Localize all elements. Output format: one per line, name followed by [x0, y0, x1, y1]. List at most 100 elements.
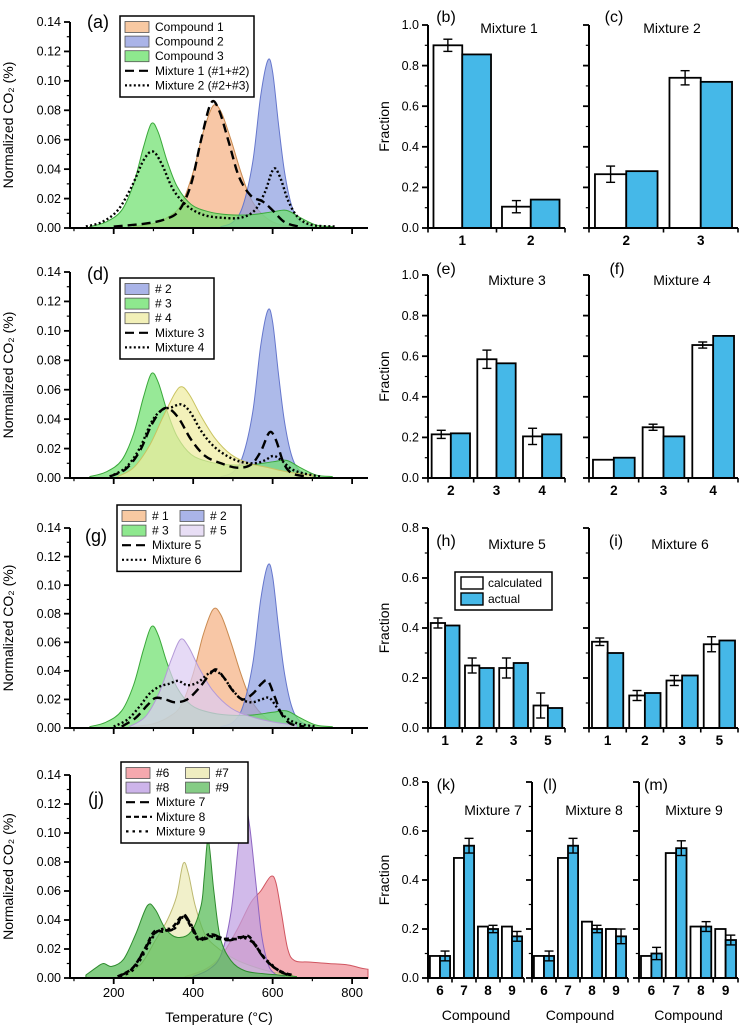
mixture-line-Mixture112	[113, 99, 299, 228]
y-tick-label: 0.08	[37, 855, 61, 869]
x-category-label: 5	[716, 733, 724, 748]
panel-title: Mixture 1	[480, 20, 538, 36]
y-tick-label: 0.04	[37, 913, 61, 927]
mixture-line-Mixture3	[109, 406, 309, 478]
legend-swatch	[125, 767, 151, 779]
panel-letter: (c)	[605, 9, 624, 26]
bar-actual-3	[699, 80, 733, 229]
bar-actual-7	[675, 847, 688, 979]
legend-swatch	[124, 312, 150, 325]
bar-calculated-2	[464, 664, 481, 729]
x-category-label: 3	[493, 483, 501, 498]
y-tick-label: 0.6	[402, 824, 419, 838]
panel-g: 0.00 0.02 0.04 0.06 0.08 0.10 0.12 0.14 Normaliz…	[0, 504, 368, 735]
y-tick-label: 0.8	[402, 59, 419, 73]
panel-letter: (l)	[543, 777, 557, 794]
panel-a-area-chart: 0.00 0.02 0.04 0.06 0.08 0.10 0.12 0.14 Normaliz…	[0, 12, 368, 235]
x-axis-label: Compound	[654, 1007, 723, 1023]
legend-swatch	[124, 50, 150, 63]
y-tick-label: 0.08	[37, 353, 61, 367]
legend-label: # 3	[152, 524, 169, 538]
legend-label: #9	[216, 781, 230, 795]
y-tick-label: 0.02	[37, 192, 61, 206]
x-axis-ticks	[73, 228, 354, 234]
bar-calculated-9	[501, 925, 513, 979]
x-category-label: 5	[544, 733, 552, 748]
x-category-label: 8	[588, 983, 596, 998]
legend-label: Mixture 4	[155, 340, 205, 354]
area-series-2	[220, 308, 313, 479]
area-series-2	[220, 563, 313, 729]
y-tick-label: 0.14	[37, 15, 61, 29]
x-category-label: 7	[672, 983, 680, 998]
panels-h-i-bar-charts: 1 2 3 5 0.0 0.2 0.4 0.6 0.8 Fraction (h) Mixture 5 c…	[376, 521, 739, 748]
x-category-label: 6	[540, 983, 548, 998]
legend-label: # 2	[210, 509, 227, 523]
bar-actual-5	[718, 639, 736, 729]
legend-label: #7	[216, 766, 230, 780]
bar-calculated-9	[714, 928, 727, 979]
y-tick-label: 0.12	[37, 797, 61, 811]
y-tick-label: 0.02	[37, 942, 61, 956]
bar-calculated-7	[453, 857, 465, 979]
legend-label: Mixture 9	[156, 824, 206, 838]
y-tick-label: 0.00	[37, 471, 61, 485]
legend-label: Mixture 3	[155, 326, 205, 340]
y-tick-label: 0.14	[37, 521, 61, 535]
panel-title: Mixture 5	[488, 536, 546, 552]
x-category-label: 6	[436, 983, 444, 998]
bar-calculated-8	[689, 925, 702, 979]
bar-actual-2	[529, 198, 561, 229]
x-category-label: 8	[484, 983, 492, 998]
bar-actual-2	[612, 456, 636, 479]
panel-letter: (i)	[609, 533, 623, 550]
x-category-label: 2	[622, 233, 630, 248]
bar-calculated-1	[591, 640, 609, 729]
y-axis-label: Fraction	[376, 101, 392, 152]
legend-swatch-actual	[460, 592, 484, 606]
panel-title: Mixture 6	[651, 536, 709, 552]
panel-letter: (k)	[437, 777, 456, 794]
legend-label: # 5	[210, 524, 227, 538]
y-tick-label: 0.00	[37, 221, 61, 235]
legend-label: Mixture 5	[152, 538, 202, 552]
legend-swatch	[125, 781, 151, 794]
y-axis-label: Fraction	[376, 603, 392, 654]
bar-calculated-1	[429, 622, 447, 729]
legend-swatch	[185, 781, 210, 794]
y-tick-label: 0.6	[402, 99, 419, 113]
figure-row-2: 0.00 0.02 0.04 0.06 0.08 0.10 0.12 0.14 Normaliz…	[0, 250, 744, 500]
bar-calculated-6	[640, 955, 653, 979]
legend-label-calculated: calculated	[488, 576, 542, 590]
y-tick-label: 0.0	[402, 471, 419, 485]
legend-label: Mixture 7	[156, 795, 206, 809]
x-category-label: 3	[697, 233, 705, 248]
panel-letter: (f)	[609, 261, 624, 278]
y-axis-label: Fraction	[376, 351, 392, 402]
bar-calculated-4	[691, 344, 715, 479]
panel-letter: (h)	[436, 533, 456, 550]
bar-actual-3	[495, 362, 517, 479]
bar-actual-7	[463, 844, 475, 979]
panel-m: 6 7 8 9 Compound (m) Mixture 9	[633, 777, 739, 1023]
bar-calculated-3	[665, 679, 684, 729]
legend-label: Mixture 6	[152, 553, 202, 567]
y-tick-label: 0.0	[402, 971, 419, 985]
panel-d-area-chart: 0.00 0.02 0.04 0.06 0.08 0.10 0.12 0.14 Normaliz…	[0, 264, 368, 485]
y-tick-label: 0.04	[37, 162, 61, 176]
x-category-label: 2	[447, 483, 455, 498]
y-tick-label: 1.0	[402, 18, 419, 32]
bar-actual-4	[541, 433, 563, 479]
y-tick-label: 0.2	[402, 431, 419, 445]
legend-label: Compound 1	[155, 20, 224, 34]
x-axis-label: Temperature (°C)	[165, 1009, 273, 1025]
bar-actual-2	[449, 432, 471, 479]
x-category-label: 7	[460, 983, 468, 998]
y-tick-label: 0.08	[37, 103, 61, 117]
y-tick-label: 0.8	[402, 521, 419, 535]
y-tick-label: 0.2	[402, 922, 419, 936]
panel-j-area-chart: 0.00 0.02 0.04 0.06 0.08 0.10 0.12 0.14 200 400 60…	[0, 761, 369, 1025]
legend-label: Mixture 8	[156, 810, 206, 824]
